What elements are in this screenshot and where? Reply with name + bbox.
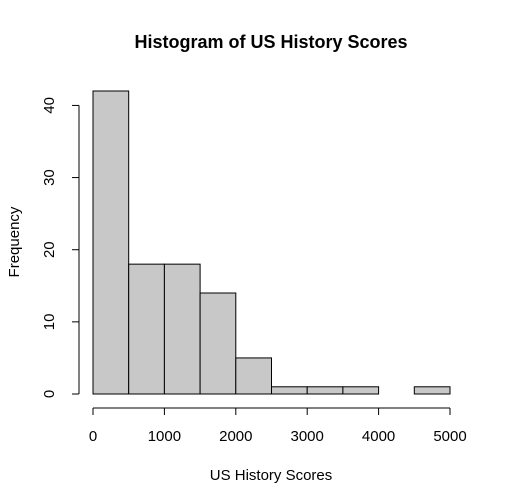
- x-tick-label: 2000: [219, 428, 252, 445]
- y-tick-label: 20: [41, 241, 58, 258]
- histogram-bar: [199, 292, 237, 395]
- histogram-bar: [163, 263, 201, 395]
- x-tick-label: 1000: [148, 428, 181, 445]
- y-tick-label: 40: [41, 97, 58, 114]
- y-axis: 0 10 20 30 40: [41, 97, 80, 398]
- histogram-bar: [235, 357, 273, 395]
- histogram-bar: [342, 386, 380, 395]
- x-tick-label: 5000: [433, 428, 466, 445]
- y-axis-label: Frequency: [6, 206, 23, 277]
- y-tick-label: 0: [41, 390, 58, 398]
- chart-title: Histogram of US History Scores: [134, 32, 407, 52]
- histogram-bar: [306, 386, 344, 395]
- x-tick-label: 4000: [362, 428, 395, 445]
- y-tick-label: 30: [41, 169, 58, 186]
- x-tick-label: 3000: [291, 428, 324, 445]
- histogram-bar: [413, 386, 451, 395]
- y-tick-label: 10: [41, 314, 58, 331]
- x-tick-label: 0: [89, 428, 97, 445]
- x-axis-label: US History Scores: [210, 467, 333, 484]
- x-axis: 0 1000 2000 3000 4000 5000: [89, 407, 467, 445]
- histogram-bar: [128, 263, 165, 395]
- histogram-bar: [92, 90, 130, 395]
- bars-group: [92, 90, 451, 395]
- histogram-bar: [271, 386, 308, 395]
